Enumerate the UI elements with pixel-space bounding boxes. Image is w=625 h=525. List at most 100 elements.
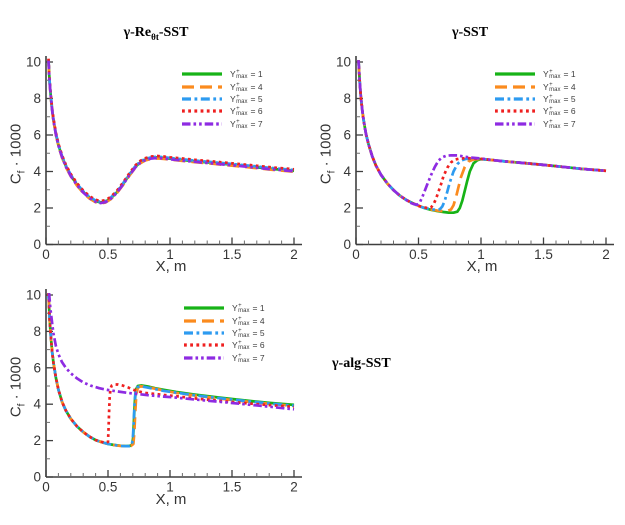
legend-symbol: Y (232, 315, 238, 326)
legend-supsub: + max (238, 303, 250, 315)
chart1-title-suffix: -SST (158, 25, 189, 40)
series-line-6 (47, 293, 295, 445)
x-tick-label: 2 (290, 480, 298, 495)
chart2-legend: Y + max = 1 Y + max = 4 Y + max = 5 Y + max = 6 Y + max = 7 (494, 68, 576, 130)
legend-symbol: Y (232, 340, 238, 351)
legend-symbol: Y (230, 69, 236, 80)
legend-line-sample (182, 84, 222, 89)
x-tick-label: 1.5 (223, 480, 242, 495)
legend-line-sample (184, 343, 224, 347)
legend-label: Y + max = 7 (232, 352, 265, 364)
legend-value: = 4 (563, 81, 576, 92)
legend-sub: max (236, 123, 248, 130)
x-tick-label: 1 (477, 247, 485, 262)
legend-line-sample (495, 97, 535, 101)
y-tick-label: 4 (33, 164, 41, 179)
legend-value: = 1 (563, 69, 576, 80)
x-tick-label: 2 (602, 247, 610, 262)
legend-entry: Y + max = 1 (494, 68, 576, 80)
y-tick-label: 0 (33, 470, 41, 485)
y-tick-label: 4 (343, 164, 351, 179)
y-tick-label: 2 (343, 201, 351, 216)
legend-sub: max (238, 308, 250, 315)
x-tick-label: 2 (290, 247, 298, 262)
legend-sub: max (236, 111, 248, 118)
legend-sub: max (549, 98, 561, 105)
legend-entry: Y + max = 4 (181, 80, 263, 93)
legend-symbol: Y (543, 81, 549, 92)
legend-sup: + (236, 93, 240, 100)
legend-sup: + (238, 340, 242, 347)
legend-line-sample (182, 72, 222, 76)
legend-value: = 5 (563, 93, 576, 104)
legend-value: = 7 (563, 118, 576, 129)
legend-label: Y + max = 6 (232, 340, 265, 351)
legend-value: = 1 (252, 303, 265, 314)
legend-line-sample (182, 122, 222, 126)
chart1-title-text: γ-Re (123, 25, 152, 40)
y-label-rest: · 1000 (317, 123, 335, 171)
legend-symbol: Y (230, 93, 236, 104)
legend-line-sample (495, 109, 535, 113)
legend-supsub: + max (549, 93, 561, 105)
legend-line-sample (495, 72, 535, 76)
y-tick-label: 8 (33, 91, 41, 106)
legend-sub: max (549, 86, 561, 93)
legend-sub: max (549, 111, 561, 118)
legend-entry: Y + max = 5 (494, 93, 576, 105)
x-tick-label: 0.5 (99, 247, 118, 262)
legend-sup: + (236, 106, 240, 113)
chart1-y-axis-label: Cf · 1000 (7, 124, 28, 185)
chart3-y-axis-label: Cf · 1000 (7, 357, 28, 418)
chart-1: 0 0.5 1 1.5 2 0 2 4 6 8 10 (26, 55, 302, 262)
chart3-title-text: γ-alg-SST (332, 356, 391, 371)
x-tick-label: 1 (166, 480, 174, 495)
legend-supsub: + max (238, 353, 249, 364)
legend-value: = 6 (563, 106, 576, 117)
y-tick-label: 6 (343, 128, 351, 143)
y-label-sub: f (16, 170, 28, 174)
y-tick-label: 6 (33, 128, 41, 143)
legend-symbol: Y (230, 118, 236, 129)
legend-line-sample (495, 84, 535, 89)
x-tick-label: 0 (42, 247, 50, 262)
y-tick-label: 4 (33, 397, 41, 412)
legend-line-sample (182, 97, 222, 101)
legend-supsub: + max (549, 119, 561, 130)
legend-supsub: + max (236, 93, 247, 105)
legend-line-sample (184, 331, 224, 335)
legend-label: Y + max = 1 (232, 303, 265, 315)
legend-entry: Y + max = 5 (183, 327, 265, 339)
legend-sup: + (549, 93, 553, 100)
chart1-x-axis-label: X, m (155, 258, 187, 275)
chart1-legend: Y + max = 1 Y + max = 4 Y + max = 5 Y + max = 6 Y + max = 7 (181, 68, 263, 130)
y-tick-label: 2 (33, 201, 41, 216)
y-label-sub: f (16, 403, 28, 407)
legend-symbol: Y (543, 118, 549, 129)
legend-sub: max (238, 320, 250, 327)
legend-value: = 5 (250, 93, 263, 104)
legend-symbol: Y (543, 69, 549, 80)
y-label-base: C (7, 173, 25, 185)
y-tick-label: 0 (33, 237, 41, 252)
x-tick-label: 0 (352, 247, 360, 262)
legend-label: Y + max = 1 (230, 69, 263, 80)
y-label-base: C (7, 406, 25, 418)
y-tick-label: 10 (26, 55, 41, 70)
x-tick-label: 0.5 (409, 247, 428, 262)
legend-line-sample (184, 306, 224, 310)
legend-sup: + (549, 81, 553, 88)
legend-sub: max (549, 123, 561, 130)
legend-label: Y + max = 5 (543, 93, 576, 105)
legend-entry: Y + max = 4 (494, 80, 576, 93)
legend-line-sample (182, 109, 222, 113)
legend-label: Y + max = 4 (230, 82, 263, 93)
x-tick-label: 0 (42, 480, 50, 495)
chart3-x-axis-label: X, m (155, 491, 187, 508)
legend-entry: Y + max = 6 (494, 105, 576, 117)
legend-value: = 6 (250, 106, 263, 117)
legend-value: = 7 (252, 352, 265, 363)
legend-entry: Y + max = 7 (494, 118, 576, 130)
